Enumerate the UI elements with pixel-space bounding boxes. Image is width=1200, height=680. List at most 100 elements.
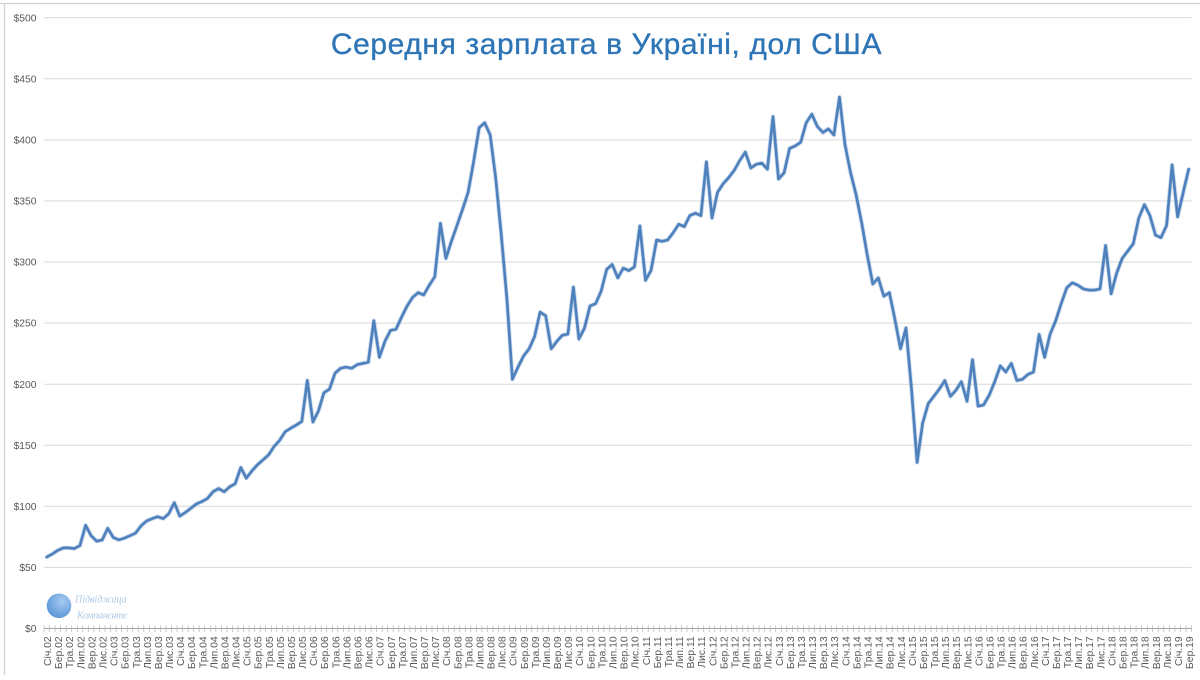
svg-text:Вер.18: Вер.18	[1152, 636, 1163, 669]
svg-text:Бер.18: Бер.18	[1119, 636, 1130, 669]
svg-text:$100: $100	[14, 502, 37, 513]
svg-text:Бер.19: Бер.19	[1185, 636, 1196, 669]
svg-text:Тра.08: Тра.08	[464, 636, 475, 668]
svg-text:Тра.15: Тра.15	[930, 636, 941, 668]
svg-text:Лип.07: Лип.07	[409, 636, 420, 669]
svg-text:Лис.18: Лис.18	[1163, 636, 1174, 668]
svg-text:Бер.03: Бер.03	[121, 636, 132, 669]
svg-text:Тра.09: Тра.09	[531, 636, 542, 668]
svg-text:Бер.16: Бер.16	[986, 636, 997, 669]
svg-text:$350: $350	[14, 197, 37, 208]
svg-text:Вер.09: Вер.09	[553, 636, 564, 669]
svg-text:Лис.16: Лис.16	[1030, 636, 1041, 668]
svg-text:Лис.02: Лис.02	[99, 636, 110, 668]
svg-text:Тра.07: Тра.07	[398, 636, 409, 668]
svg-text:Вер.16: Вер.16	[1019, 636, 1030, 669]
svg-text:$50: $50	[19, 563, 36, 574]
svg-text:Вер.07: Вер.07	[420, 636, 431, 669]
svg-text:Тра.02: Тра.02	[65, 636, 76, 668]
svg-text:Вер.11: Вер.11	[686, 636, 697, 668]
svg-text:Бер.13: Бер.13	[786, 636, 797, 669]
svg-text:Лис.10: Лис.10	[631, 636, 642, 668]
svg-text:Бер.17: Бер.17	[1052, 636, 1063, 669]
svg-text:Бер.04: Бер.04	[187, 636, 198, 669]
svg-text:Січ.03: Січ.03	[110, 636, 121, 666]
svg-text:Бер.10: Бер.10	[586, 636, 597, 669]
svg-text:Лис.13: Лис.13	[830, 636, 841, 668]
svg-text:Тра.13: Тра.13	[797, 636, 808, 668]
svg-text:$150: $150	[14, 441, 37, 452]
svg-text:Тра.14: Тра.14	[864, 636, 875, 668]
svg-text:Лип.06: Лип.06	[342, 636, 353, 669]
svg-text:Лис.08: Лис.08	[498, 636, 509, 668]
svg-text:Вер.06: Вер.06	[354, 636, 365, 669]
svg-text:Бер.12: Бер.12	[719, 636, 730, 669]
svg-text:Тра.11: Тра.11	[664, 636, 675, 667]
svg-text:Лип.04: Лип.04	[209, 636, 220, 669]
svg-text:Січ.15: Січ.15	[908, 636, 919, 666]
svg-text:Тра.17: Тра.17	[1063, 636, 1074, 668]
svg-text:$0: $0	[25, 624, 37, 635]
svg-text:Тра.10: Тра.10	[597, 636, 608, 668]
svg-text:Лип.16: Лип.16	[1008, 636, 1019, 669]
svg-text:Січ.13: Січ.13	[775, 636, 786, 666]
svg-text:Лис.11: Лис.11	[697, 636, 708, 668]
svg-text:Лип.08: Лип.08	[476, 636, 487, 669]
svg-text:Січ.11: Січ.11	[642, 636, 653, 665]
svg-text:Бер.05: Бер.05	[254, 636, 265, 669]
svg-text:Бер.11: Бер.11	[653, 636, 664, 668]
svg-text:Бер.07: Бер.07	[387, 636, 398, 669]
svg-text:Січ.07: Січ.07	[376, 636, 387, 666]
svg-text:Вер.14: Вер.14	[886, 636, 897, 669]
svg-text:Січ.16: Січ.16	[974, 636, 985, 666]
svg-text:Лис.17: Лис.17	[1096, 636, 1107, 668]
svg-text:Січ.10: Січ.10	[575, 636, 586, 666]
svg-text:Січ.05: Січ.05	[243, 636, 254, 666]
svg-text:Лип.14: Лип.14	[875, 636, 886, 669]
svg-text:Вер.17: Вер.17	[1085, 636, 1096, 669]
svg-text:Лип.18: Лип.18	[1141, 636, 1152, 669]
svg-text:Лис.05: Лис.05	[298, 636, 309, 668]
svg-text:Лип.17: Лип.17	[1074, 636, 1085, 669]
svg-text:Тра.04: Тра.04	[198, 636, 209, 668]
svg-text:Лис.07: Лис.07	[431, 636, 442, 668]
svg-text:Компанєнтє: Компанєнтє	[76, 611, 128, 622]
svg-text:Вер.10: Вер.10	[620, 636, 631, 669]
svg-text:Вер.15: Вер.15	[952, 636, 963, 669]
svg-text:Січ.08: Січ.08	[442, 636, 453, 666]
svg-text:Січ.19: Січ.19	[1174, 636, 1185, 666]
svg-text:Лип.10: Лип.10	[609, 636, 620, 669]
svg-text:Лип.13: Лип.13	[808, 636, 819, 669]
svg-text:Тра.18: Тра.18	[1130, 636, 1141, 668]
svg-text:Січ.17: Січ.17	[1041, 636, 1052, 666]
svg-text:Лис.04: Лис.04	[232, 636, 243, 668]
svg-text:Лип.02: Лип.02	[76, 636, 87, 669]
svg-text:Бер.09: Бер.09	[520, 636, 531, 669]
svg-text:$250: $250	[14, 319, 37, 330]
svg-text:Лип.15: Лип.15	[941, 636, 952, 669]
svg-text:Січ.04: Січ.04	[176, 636, 187, 666]
svg-text:Січ.06: Січ.06	[309, 636, 320, 666]
svg-text:Бер.15: Бер.15	[919, 636, 930, 669]
svg-text:Січ.12: Січ.12	[708, 636, 719, 666]
svg-text:Вер.02: Вер.02	[87, 636, 98, 669]
svg-text:Січ.02: Січ.02	[43, 636, 54, 666]
svg-text:Лис.14: Лис.14	[897, 636, 908, 668]
svg-text:Лип.03: Лип.03	[143, 636, 154, 669]
svg-text:Лис.15: Лис.15	[963, 636, 974, 668]
svg-text:Тра.06: Тра.06	[331, 636, 342, 668]
svg-text:Тра.05: Тра.05	[265, 636, 276, 668]
svg-text:Лис.09: Лис.09	[564, 636, 575, 668]
svg-text:$400: $400	[14, 136, 37, 147]
svg-text:Бер.08: Бер.08	[453, 636, 464, 669]
svg-text:Вер.03: Вер.03	[154, 636, 165, 669]
svg-text:Бер.14: Бер.14	[852, 636, 863, 669]
svg-text:$300: $300	[14, 258, 37, 269]
svg-text:Лис.06: Лис.06	[365, 636, 376, 668]
svg-text:Вер.08: Вер.08	[487, 636, 498, 669]
svg-text:Лис.12: Лис.12	[764, 636, 775, 668]
svg-text:Бер.02: Бер.02	[54, 636, 65, 669]
svg-text:Січ.09: Січ.09	[509, 636, 520, 666]
svg-text:Вер.04: Вер.04	[221, 636, 232, 669]
svg-text:Вер.12: Вер.12	[753, 636, 764, 669]
